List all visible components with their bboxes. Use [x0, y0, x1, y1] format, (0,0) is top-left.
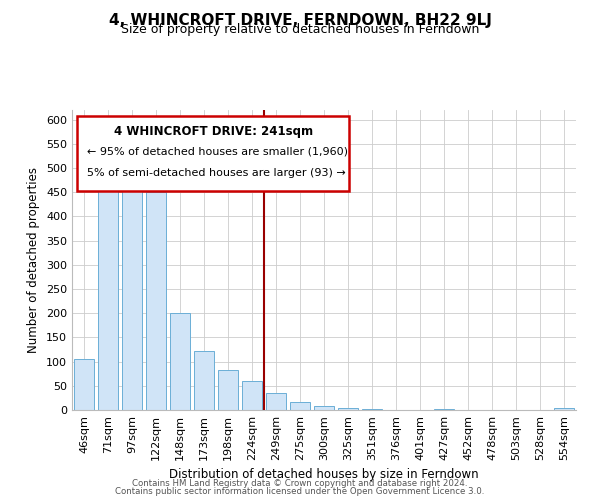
Y-axis label: Number of detached properties: Number of detached properties	[28, 167, 40, 353]
Bar	[170, 313, 190, 410]
Bar	[554, 408, 574, 410]
X-axis label: Distribution of detached houses by size in Ferndown: Distribution of detached houses by size …	[169, 468, 479, 481]
Bar	[74, 359, 94, 410]
Text: 4, WHINCROFT DRIVE, FERNDOWN, BH22 9LJ: 4, WHINCROFT DRIVE, FERNDOWN, BH22 9LJ	[109, 12, 491, 28]
Bar	[266, 393, 286, 410]
Bar	[218, 370, 238, 410]
Bar	[290, 402, 310, 410]
Bar	[194, 351, 214, 410]
Text: ← 95% of detached houses are smaller (1,960): ← 95% of detached houses are smaller (1,…	[87, 146, 348, 156]
Text: Contains HM Land Registry data © Crown copyright and database right 2024.: Contains HM Land Registry data © Crown c…	[132, 478, 468, 488]
Text: 5% of semi-detached houses are larger (93) →: 5% of semi-detached houses are larger (9…	[87, 168, 346, 178]
Bar	[338, 408, 358, 410]
Text: Contains public sector information licensed under the Open Government Licence 3.: Contains public sector information licen…	[115, 487, 485, 496]
Bar	[434, 408, 454, 410]
Bar	[146, 192, 166, 410]
Bar	[242, 381, 262, 410]
Text: Size of property relative to detached houses in Ferndown: Size of property relative to detached ho…	[121, 24, 479, 36]
Bar	[98, 174, 118, 410]
Bar	[314, 406, 334, 410]
Bar	[362, 409, 382, 410]
Bar	[122, 174, 142, 410]
FancyBboxPatch shape	[77, 116, 349, 191]
Text: 4 WHINCROFT DRIVE: 241sqm: 4 WHINCROFT DRIVE: 241sqm	[113, 125, 313, 138]
